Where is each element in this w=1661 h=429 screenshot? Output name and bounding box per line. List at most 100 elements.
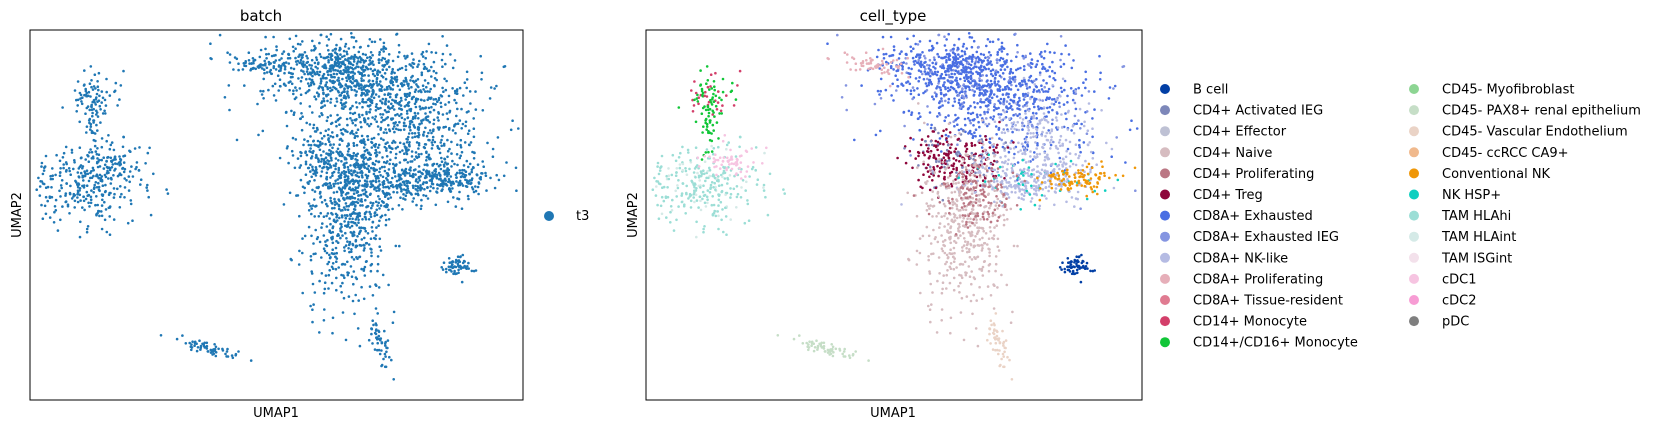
umap-point: [317, 93, 321, 96]
umap-point: [1016, 161, 1020, 164]
umap-point: [300, 151, 303, 155]
umap-point: [262, 68, 266, 71]
umap-point: [983, 162, 986, 166]
panel-batch-legend: t3: [544, 209, 589, 224]
umap-point: [944, 87, 947, 91]
umap-point: [415, 203, 418, 207]
umap-point: [118, 173, 121, 177]
umap-point: [945, 59, 948, 62]
umap-point: [166, 192, 170, 195]
umap-point: [387, 53, 391, 56]
umap-point: [75, 110, 78, 113]
umap-point: [54, 198, 58, 202]
umap-point: [357, 50, 361, 54]
umap-point: [1035, 78, 1038, 81]
umap-point: [982, 94, 985, 97]
umap-point: [369, 215, 373, 218]
umap-point: [109, 176, 113, 180]
umap-point: [281, 52, 284, 56]
umap-point: [1016, 67, 1020, 71]
umap-point: [843, 51, 847, 54]
umap-point: [329, 255, 332, 259]
umap-point: [334, 246, 338, 250]
umap-point: [944, 162, 947, 165]
umap-point: [993, 103, 996, 106]
umap-point: [395, 187, 399, 190]
umap-point: [366, 151, 370, 155]
umap-point: [965, 75, 968, 78]
umap-point: [964, 59, 967, 62]
umap-point: [926, 170, 930, 173]
umap-point: [114, 162, 117, 165]
umap-point: [1035, 112, 1038, 115]
umap-point: [1014, 191, 1017, 194]
umap-point: [290, 82, 294, 86]
umap-point: [108, 215, 111, 218]
umap-point: [467, 267, 471, 270]
umap-point: [401, 172, 405, 175]
umap-point: [906, 80, 910, 83]
umap-point: [502, 174, 506, 178]
umap-point: [865, 59, 868, 62]
umap-point: [369, 83, 372, 87]
umap-point: [865, 62, 869, 65]
umap-point: [447, 257, 451, 260]
umap-point: [864, 51, 868, 54]
umap-point: [942, 93, 946, 97]
umap-point: [90, 189, 93, 192]
umap-point: [409, 160, 412, 163]
umap-point: [80, 100, 83, 103]
umap-point: [126, 221, 130, 225]
umap-point: [948, 159, 951, 162]
umap-point: [299, 58, 303, 62]
umap-point: [417, 147, 420, 150]
umap-point: [353, 118, 357, 122]
umap-point: [87, 94, 90, 98]
umap-point: [961, 102, 964, 105]
umap-point: [92, 174, 95, 178]
umap-point: [445, 79, 448, 83]
umap-point: [348, 181, 351, 185]
umap-point: [368, 124, 371, 128]
umap-point: [61, 205, 64, 208]
umap-point: [64, 192, 68, 195]
umap-point: [349, 71, 353, 74]
umap-point: [101, 112, 105, 115]
umap-point: [372, 96, 376, 100]
umap-point: [389, 86, 392, 90]
umap-point: [892, 45, 896, 48]
umap-point: [384, 77, 388, 81]
umap-point: [1040, 194, 1044, 197]
umap-point: [347, 47, 351, 50]
umap-point: [1074, 92, 1078, 95]
umap-point: [1066, 128, 1070, 131]
umap-point: [1058, 101, 1061, 105]
umap-point: [95, 96, 98, 99]
umap-point: [963, 79, 967, 82]
umap-point: [346, 123, 349, 127]
umap-point: [434, 172, 437, 176]
umap-point: [978, 125, 981, 129]
umap-point: [1024, 109, 1027, 113]
umap-point: [97, 185, 101, 189]
umap-point: [352, 45, 356, 49]
umap-point: [388, 146, 391, 149]
umap-point: [319, 211, 323, 215]
umap-point: [346, 260, 349, 264]
umap-point: [1034, 65, 1038, 68]
umap-point: [1079, 207, 1082, 210]
umap-point: [1122, 65, 1126, 68]
umap-point: [95, 92, 99, 96]
umap-point: [430, 65, 433, 69]
umap-point: [967, 71, 970, 74]
umap-point: [299, 53, 302, 57]
umap-point: [361, 64, 365, 68]
umap-point: [82, 179, 85, 182]
umap-point: [346, 179, 349, 183]
umap-point: [925, 166, 928, 170]
umap-point: [466, 132, 470, 135]
umap-point: [298, 61, 301, 65]
umap-point: [76, 200, 80, 204]
umap-point: [996, 88, 1000, 91]
umap-point: [408, 126, 411, 129]
